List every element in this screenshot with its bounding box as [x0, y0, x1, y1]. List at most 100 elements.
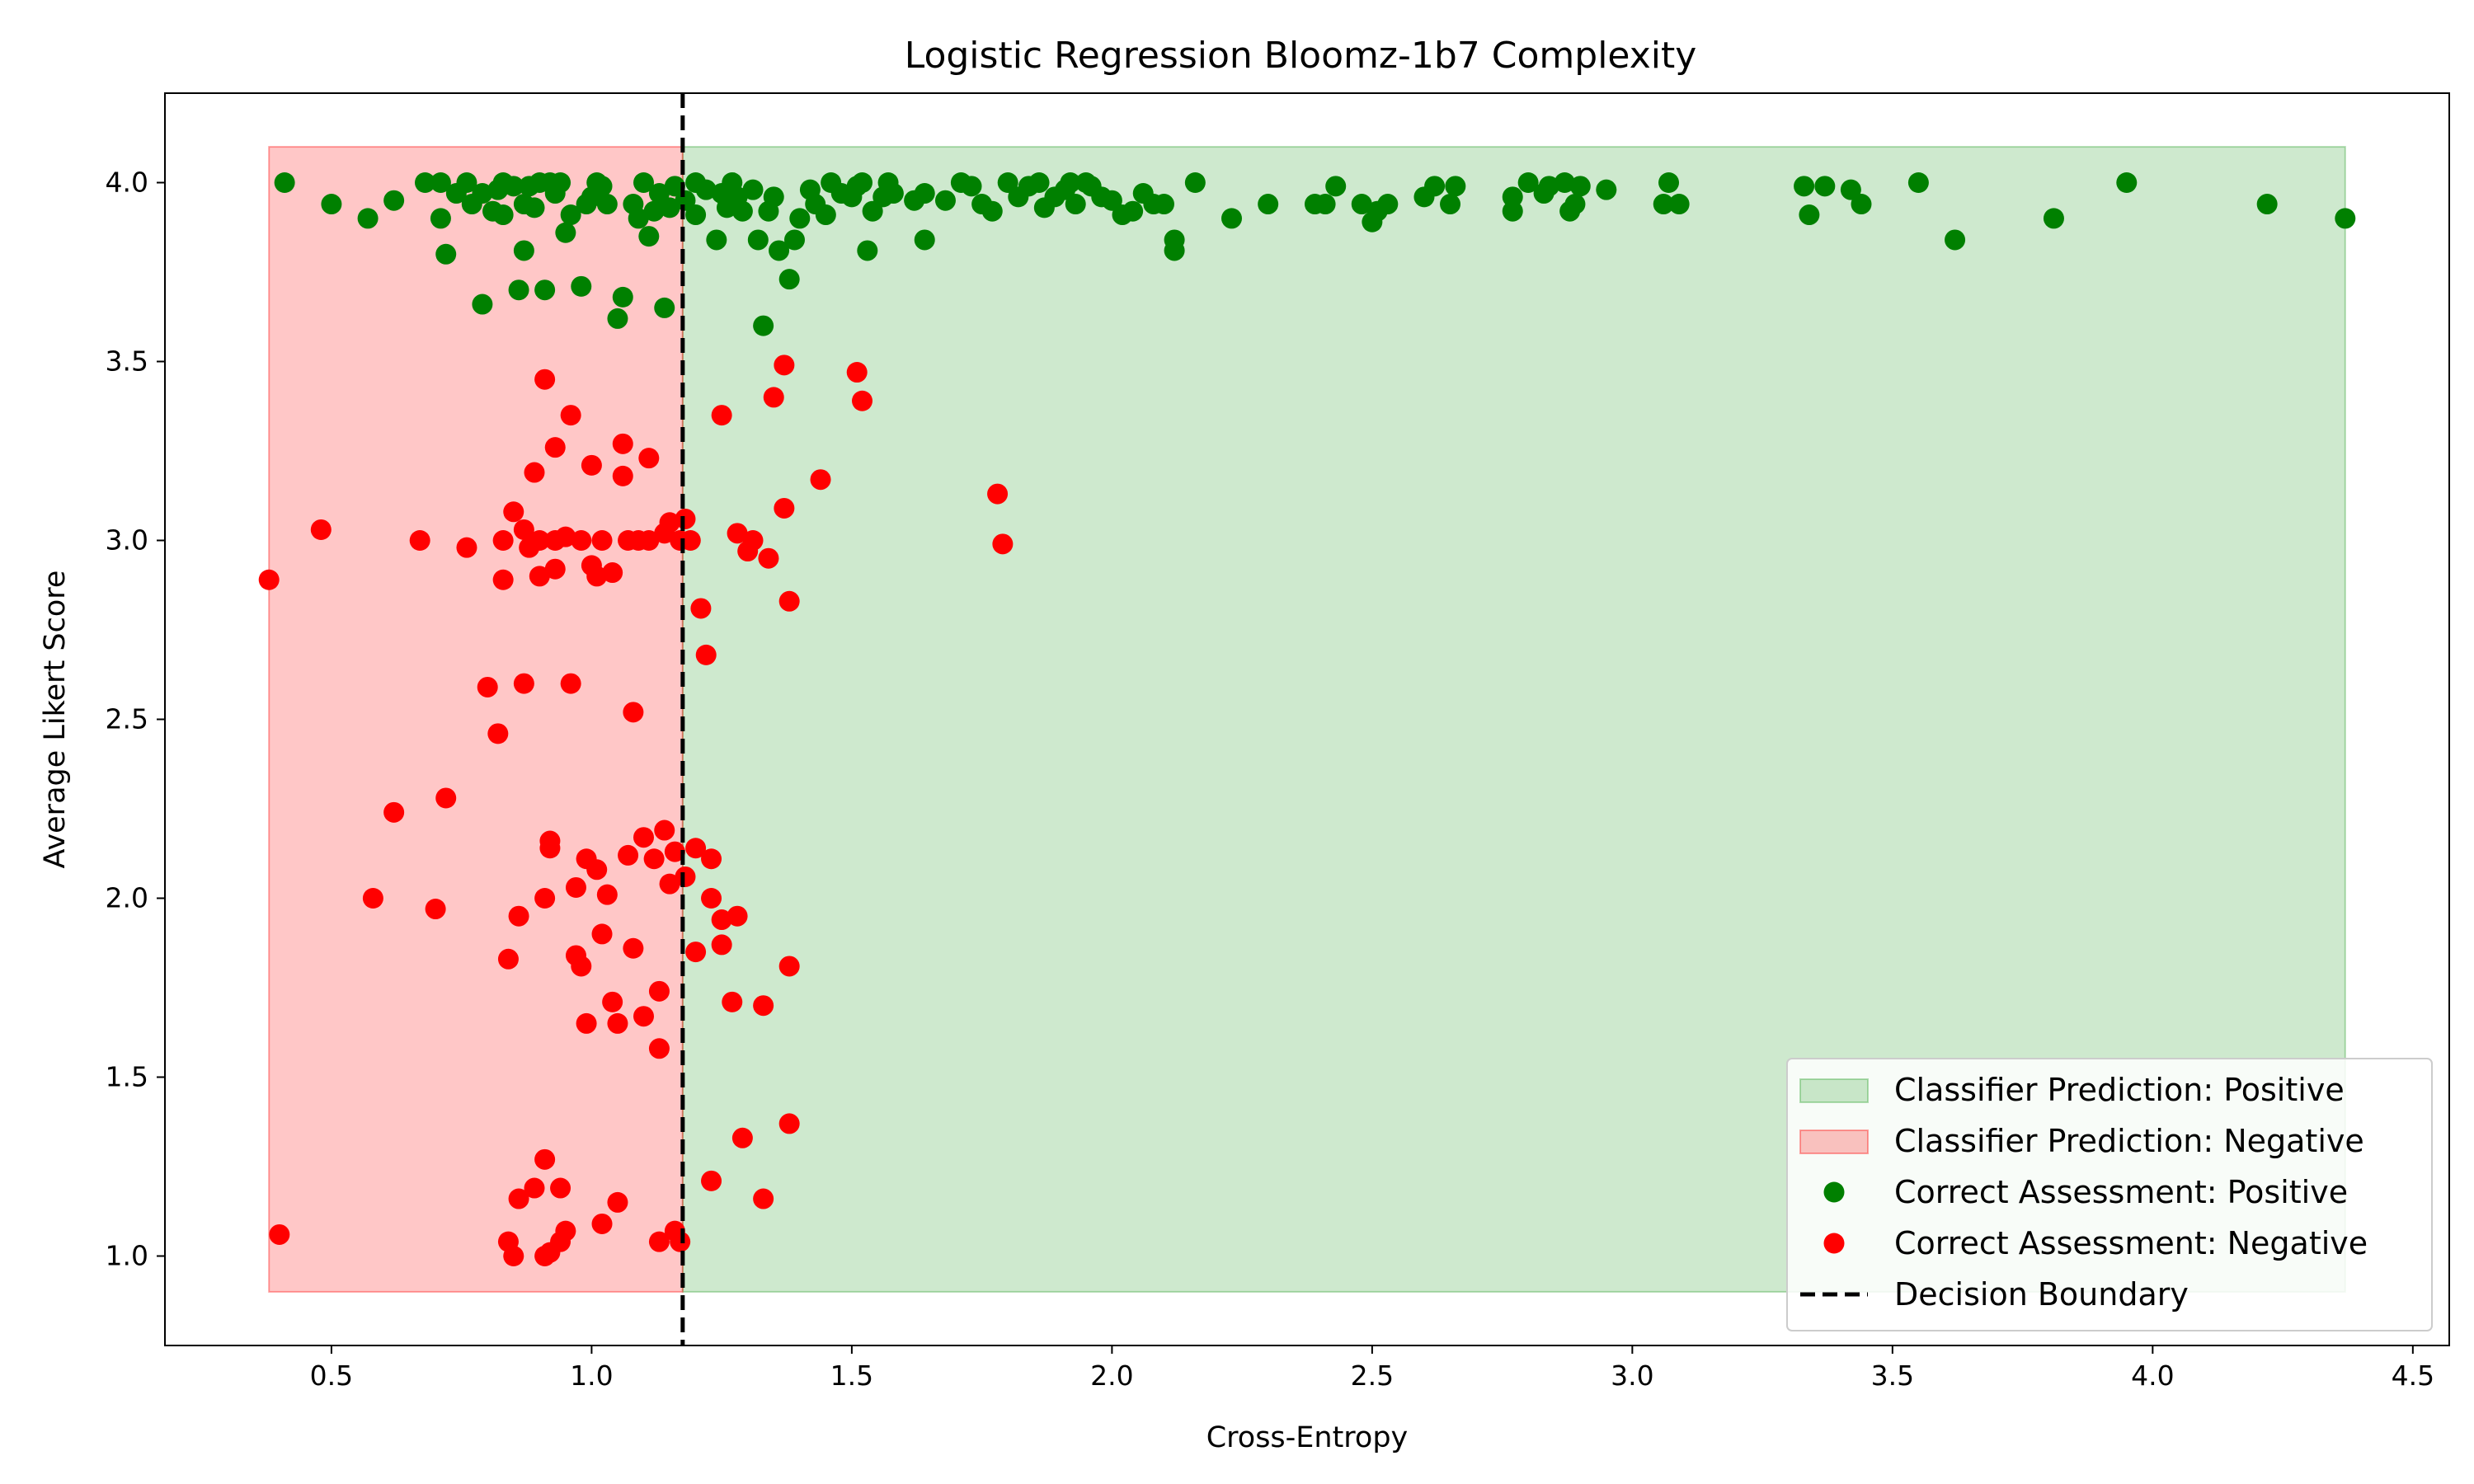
negative-point	[711, 934, 732, 956]
positive-point	[1517, 172, 1539, 193]
negative-point	[571, 530, 592, 551]
positive-point	[503, 176, 524, 197]
positive-point	[2116, 172, 2138, 193]
legend-box	[1786, 1058, 2433, 1331]
negative-point	[763, 387, 784, 408]
positive-point	[1502, 200, 1523, 222]
legend-marker-positive	[1823, 1181, 1845, 1203]
negative-point	[675, 866, 696, 887]
negative-point	[513, 673, 534, 694]
positive-point	[612, 286, 633, 308]
axes: 0.5 1.0 1.5 2.0 2.5 3.0 3.5 4.0 4.5 1.0 1.5 2.0 2.5 3…	[106, 167, 2435, 1392]
positive-point	[607, 308, 628, 329]
positive-point	[638, 226, 660, 247]
negative-point	[685, 942, 707, 963]
positive-point	[430, 208, 451, 229]
positive-point	[852, 172, 873, 193]
positive-point	[513, 240, 534, 261]
negative-point	[529, 566, 550, 587]
negative-point	[675, 508, 696, 529]
positive-point	[435, 243, 457, 265]
positive-point	[664, 176, 685, 197]
negative-point	[539, 830, 561, 852]
negative-point	[560, 405, 581, 426]
negative-point	[778, 956, 800, 977]
negative-point	[607, 1191, 628, 1213]
negative-point	[550, 1177, 571, 1199]
y-tick-label: 1.0	[106, 1240, 148, 1272]
positive-point	[643, 200, 665, 222]
positive-point	[1325, 176, 1347, 197]
positive-point	[492, 204, 514, 226]
positive-point	[2335, 208, 2356, 229]
negative-point	[586, 566, 608, 587]
negative-point	[612, 465, 633, 486]
negative-region	[268, 146, 684, 1293]
positive-point	[383, 190, 405, 211]
positive-series	[274, 172, 2356, 336]
legend-label-negative-region: Classifier Prediction: Negative	[1894, 1123, 2364, 1159]
negative-point	[487, 723, 509, 744]
positive-point	[695, 179, 717, 200]
positive-point	[1065, 194, 1086, 215]
chart-title: Logistic Regression Bloomz-1b7 Complexit…	[905, 35, 1697, 77]
positive-point	[1445, 176, 1466, 197]
negative-point	[711, 909, 732, 931]
x-tick-label: 1.5	[830, 1360, 873, 1392]
positive-point	[706, 229, 727, 251]
negative-point	[492, 569, 514, 590]
legend: Classifier Prediction: Positive Classifi…	[1786, 1058, 2433, 1331]
negative-point	[586, 859, 608, 881]
positive-point	[1653, 194, 1674, 215]
positive-point	[596, 194, 618, 215]
positive-point	[1554, 172, 1575, 193]
positive-point	[742, 179, 764, 200]
negative-point	[670, 1231, 691, 1252]
positive-point	[555, 222, 576, 243]
negative-point	[581, 454, 602, 476]
negative-point	[508, 1188, 529, 1209]
positive-point	[628, 208, 649, 229]
negative-point	[701, 1170, 722, 1191]
positive-point	[1060, 172, 1081, 193]
positive-point	[508, 279, 529, 301]
negative-point	[778, 1113, 800, 1134]
positive-point	[472, 294, 493, 315]
negative-point	[492, 530, 514, 551]
positive-point	[1258, 194, 1279, 215]
negative-point	[534, 888, 556, 909]
negative-point	[524, 1177, 545, 1199]
negative-point	[774, 355, 795, 376]
positive-point	[1028, 172, 1050, 193]
positive-point	[1424, 176, 1446, 197]
negative-point	[602, 991, 623, 1012]
positive-point	[654, 297, 675, 318]
negative-point	[731, 1127, 753, 1148]
negative-point	[711, 405, 732, 426]
positive-point	[1153, 194, 1174, 215]
legend-label-negative-assessment: Correct Assessment: Negative	[1894, 1225, 2368, 1261]
positive-point	[1315, 194, 1336, 215]
negative-point	[623, 702, 644, 723]
legend-label-positive-region: Classifier Prediction: Positive	[1894, 1072, 2345, 1108]
positive-point	[571, 275, 592, 297]
negative-point	[659, 873, 680, 895]
positive-point	[1164, 229, 1185, 251]
positive-point	[747, 229, 769, 251]
y-tick-label: 4.0	[106, 167, 148, 199]
legend-swatch-positive-region	[1799, 1078, 1869, 1103]
positive-point	[857, 240, 878, 261]
negative-point	[758, 547, 779, 569]
negative-point	[638, 448, 660, 469]
positive-point	[981, 200, 1003, 222]
positive-point	[1658, 172, 1680, 193]
positive-point	[648, 183, 670, 204]
x-tick-label: 2.5	[1351, 1360, 1394, 1392]
negative-point	[529, 530, 550, 551]
negative-point	[648, 1231, 670, 1252]
negative-point	[623, 937, 644, 959]
legend-label-positive-assessment: Correct Assessment: Positive	[1894, 1174, 2348, 1210]
positive-point	[430, 172, 451, 193]
positive-point	[560, 204, 581, 226]
